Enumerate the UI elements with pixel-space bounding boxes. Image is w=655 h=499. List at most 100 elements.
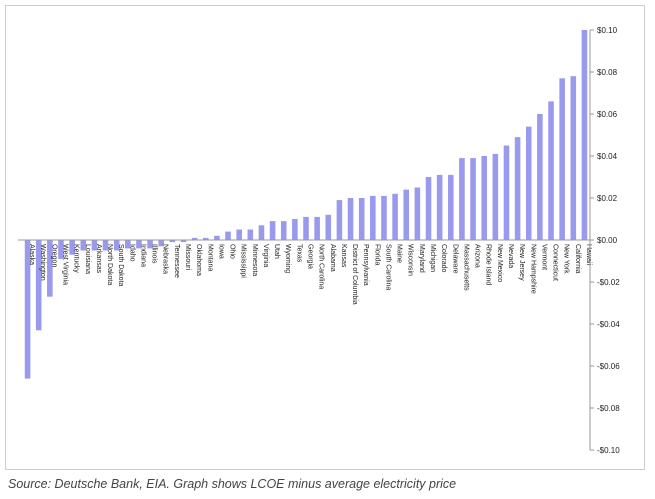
category-label: Tennessee — [173, 244, 180, 278]
category-label: Hawaii — [585, 244, 592, 265]
category-label: Rhode Island — [485, 244, 492, 285]
y-tick-label: $0.08 — [597, 68, 618, 77]
bar-iowa — [214, 235, 220, 240]
y-tick-label: -$0.02 — [597, 278, 620, 287]
category-label: Kentucky — [73, 244, 80, 273]
bar-wisconsin — [403, 189, 410, 240]
bar-oregon — [47, 240, 53, 297]
y-tick-label: -$0.10 — [597, 446, 620, 455]
category-label: Mississippi — [240, 244, 247, 278]
category-label: South Dakota — [117, 244, 124, 287]
category-label: North Carolina — [318, 244, 325, 289]
category-label: Nevada — [507, 244, 514, 268]
category-label: North Dakota — [106, 244, 113, 285]
category-label: West Virginia — [61, 244, 68, 285]
category-label: Connecticut — [552, 244, 559, 281]
category-label: Missouri — [184, 244, 191, 271]
category-label: Massachusetts — [462, 244, 469, 291]
bar-california — [570, 76, 577, 240]
lcoe-bar-chart: Alaska Washington Oregon West Virginia Kentu… — [18, 26, 620, 455]
category-label: Alaska — [28, 244, 35, 265]
bar-michigan — [425, 177, 432, 240]
bar-ohio — [225, 231, 231, 240]
category-label: Florida — [373, 244, 380, 266]
bar-indiana — [136, 240, 142, 249]
category-label: Louisiana — [84, 244, 91, 274]
bar-minnesota — [247, 229, 254, 240]
category-label: New Jersey — [518, 244, 525, 281]
category-label: Utah — [273, 244, 280, 259]
category-label: Wyoming — [284, 244, 291, 273]
category-label: Maine — [396, 244, 403, 263]
category-label: Minnesota — [251, 244, 258, 276]
bar-missouri — [180, 240, 187, 243]
category-label: Georgia — [307, 244, 314, 269]
category-label: Montana — [206, 244, 213, 271]
bar-florida — [370, 195, 376, 240]
y-tick-label: $0.02 — [597, 194, 618, 203]
bar-hawaii — [581, 30, 588, 240]
bar-washington — [35, 240, 42, 331]
bar-tennessee — [169, 240, 176, 243]
category-label: Alabama — [329, 244, 336, 272]
bar-texas — [292, 219, 298, 240]
category-label: Maryland — [418, 244, 425, 273]
bar-delaware — [448, 174, 454, 240]
bar-nebraska — [158, 240, 164, 247]
category-label: Colorado — [440, 244, 447, 273]
category-label: Washington — [39, 244, 46, 281]
category-label: Arizona — [474, 244, 481, 268]
bar-connecticut — [548, 101, 554, 241]
category-label: Illinois — [151, 244, 158, 264]
category-label: Oklahoma — [195, 244, 202, 276]
category-label: Delaware — [451, 244, 458, 274]
bar-new-york — [559, 78, 565, 240]
bar-new-mexico — [492, 153, 499, 240]
bar-vermont — [537, 114, 543, 240]
bar-pennsylvania — [358, 198, 365, 240]
category-label: Michigan — [429, 244, 436, 272]
category-label: Oregon — [50, 244, 57, 267]
bar-idaho — [125, 240, 131, 249]
bar-kentucky — [69, 240, 75, 255]
category-label: California — [574, 244, 581, 274]
category-label: Pennsylvania — [362, 244, 369, 286]
category-label: Ohio — [229, 244, 236, 259]
bar-nevada — [503, 145, 510, 240]
y-tick-label: $0.04 — [597, 152, 618, 161]
bar-north-carolina — [314, 216, 320, 240]
bar-maryland — [414, 187, 421, 240]
bar-louisiana — [80, 240, 87, 251]
category-label: Kansas — [340, 244, 347, 268]
source-caption: Source: Deutsche Bank, EIA. Graph shows … — [8, 477, 457, 491]
bar-colorado — [436, 174, 443, 240]
y-tick-label: $0.00 — [597, 236, 618, 245]
category-label: Arkansas — [95, 244, 102, 274]
y-tick-label: -$0.06 — [597, 362, 620, 371]
category-label: South Carolina — [384, 244, 391, 290]
bar-kansas — [336, 200, 343, 240]
category-label: District of Columbia — [351, 244, 358, 305]
bar-district-of-columbia — [347, 198, 354, 240]
bar-rhode-island — [481, 156, 487, 240]
category-label: New Mexico — [496, 244, 503, 282]
y-tick-label: -$0.08 — [597, 404, 620, 413]
bar-georgia — [303, 216, 309, 240]
bar-west-virginia — [58, 240, 64, 259]
bar-north-dakota — [102, 240, 109, 251]
category-label: Texas — [295, 244, 302, 263]
category-label: Wisconsin — [407, 244, 414, 276]
bar-south-carolina — [381, 195, 387, 240]
bar-utah — [269, 221, 276, 240]
bar-maine — [392, 193, 398, 240]
category-label: New Hampshire — [529, 244, 536, 294]
bar-wyoming — [280, 221, 287, 240]
y-tick-label: $0.10 — [597, 26, 618, 35]
bar-virginia — [258, 225, 265, 240]
bars-group — [24, 30, 588, 379]
category-label: Nebraska — [162, 244, 169, 274]
y-tick-label: -$0.04 — [597, 320, 620, 329]
bar-arizona — [470, 158, 476, 240]
y-tick-label: $0.06 — [597, 110, 618, 119]
bar-new-jersey — [514, 137, 521, 240]
